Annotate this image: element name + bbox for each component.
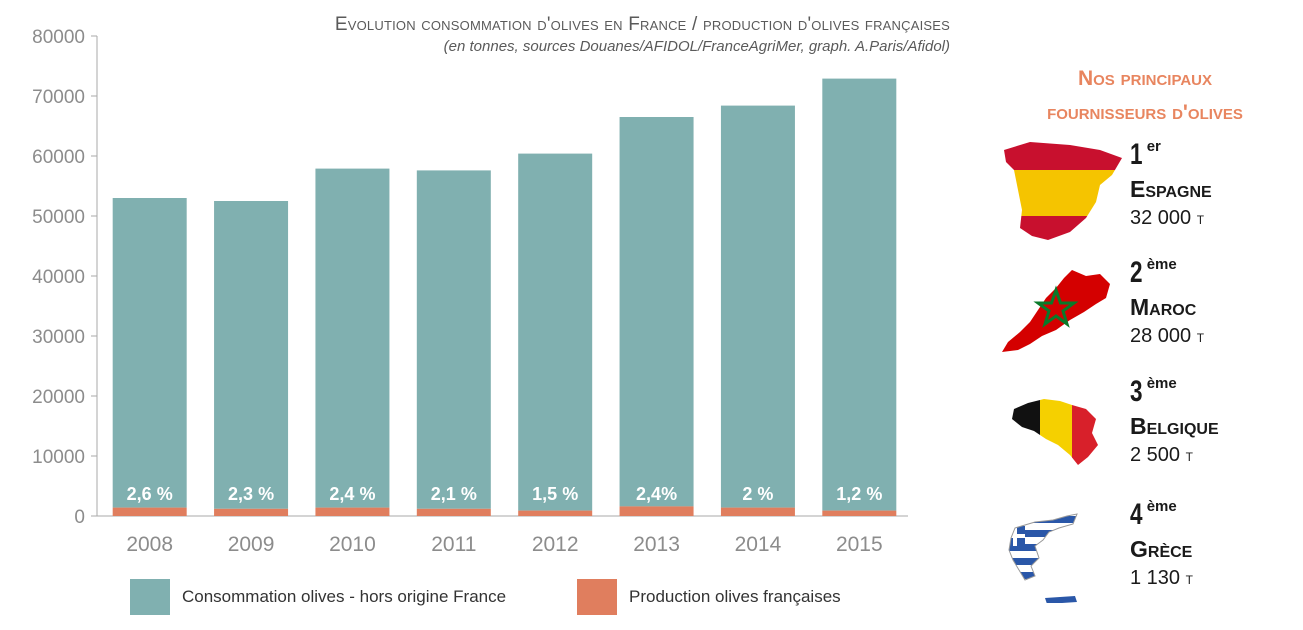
supplier-4-amount: 1 130	[1130, 567, 1181, 589]
supplier-1-rank-suffix: er	[1146, 138, 1161, 155]
bar-production	[416, 508, 491, 516]
supplier-3: 3 ème Belgique 2 500 t	[1130, 375, 1219, 467]
x-tick-label: 2009	[228, 533, 275, 556]
morocco-flag-map-icon	[1002, 270, 1110, 352]
supplier-3-country: Belgique	[1130, 413, 1219, 439]
suppliers-title: Nos principaux fournisseurs d'olives	[1000, 62, 1290, 130]
legend-item-consumption: Consommation olives - hors origine Franc…	[130, 579, 506, 615]
y-tick-label: 10000	[32, 447, 85, 468]
chart-title: Evolution consommation d'olives en Franc…	[334, 14, 950, 35]
bar-consumption	[619, 117, 694, 507]
bar-consumption	[720, 105, 795, 508]
bar-production	[518, 510, 593, 516]
supplier-4-unit: t	[1185, 569, 1193, 588]
data-label: 2,3 %	[228, 484, 274, 504]
supplier-2-amount: 28 000	[1130, 325, 1192, 347]
data-label: 2,4%	[636, 484, 677, 504]
greece-flag-map-icon	[1008, 513, 1078, 604]
spain-flag-map-icon	[1004, 142, 1122, 240]
bar-production	[619, 506, 694, 516]
bar-consumption	[822, 78, 897, 511]
suppliers-title-line2: fournisseurs d'olives	[1047, 101, 1243, 124]
legend-swatch-production	[577, 579, 617, 615]
supplier-3-rank-suffix: ème	[1146, 375, 1177, 392]
x-tick-label: 2012	[532, 533, 579, 556]
legend-label-production: Production olives françaises	[629, 587, 841, 606]
bar-production	[214, 508, 289, 516]
x-tick-label: 2010	[329, 533, 376, 556]
legend-item-production: Production olives françaises	[577, 579, 841, 615]
data-label: 2,1 %	[431, 484, 477, 504]
y-tick-label: 80000	[32, 27, 85, 48]
y-tick-label: 50000	[32, 207, 85, 228]
supplier-2-rank: 2	[1130, 256, 1143, 289]
bar-production	[720, 507, 795, 516]
supplier-4: 4 ème Grèce 1 130 t	[1130, 498, 1193, 590]
y-tick-label: 30000	[32, 327, 85, 348]
data-label: 2,6 %	[127, 484, 173, 504]
supplier-1-amount: 32 000	[1130, 207, 1192, 229]
y-tick-label: 60000	[32, 147, 85, 168]
supplier-1-unit: t	[1196, 209, 1205, 228]
supplier-1: 1 er Espagne 32 000 t	[1130, 138, 1212, 230]
x-tick-label: 2011	[431, 533, 476, 556]
x-tick-label: 2008	[126, 533, 173, 556]
supplier-4-rank-suffix: ème	[1146, 498, 1177, 515]
y-tick-label: 40000	[32, 267, 85, 288]
supplier-2-amount-row: 28 000 t	[1130, 325, 1204, 348]
belgium-flag-map-icon	[1012, 399, 1098, 465]
bar-consumption	[518, 153, 593, 511]
bar-chart: 0 10000 20000 30000 40000 50000 60000 70000 8000…	[32, 27, 908, 556]
supplier-4-country: Grèce	[1130, 536, 1193, 562]
supplier-1-rank: 1	[1130, 138, 1143, 171]
data-label: 2,4 %	[329, 484, 375, 504]
supplier-3-amount: 2 500	[1130, 444, 1181, 466]
bar-production	[112, 507, 187, 516]
legend-label-consumption: Consommation olives - hors origine Franc…	[182, 587, 507, 606]
supplier-2-unit: t	[1196, 327, 1205, 346]
data-label: 1,5 %	[532, 484, 578, 504]
supplier-2-country: Maroc	[1130, 294, 1197, 320]
x-tick-label: 2013	[633, 533, 680, 556]
y-tick-label: 0	[74, 507, 85, 528]
y-tick-label: 70000	[32, 87, 85, 108]
bar-consumption	[315, 168, 390, 508]
bar-production	[822, 510, 897, 516]
y-tick-label: 20000	[32, 387, 85, 408]
supplier-1-country: Espagne	[1130, 176, 1212, 202]
x-tick-label: 2015	[836, 533, 883, 556]
legend-swatch-consumption	[130, 579, 170, 615]
bar-production	[315, 507, 390, 516]
bar-consumption	[416, 170, 491, 509]
bar-consumption	[112, 198, 187, 508]
data-label: 2 %	[742, 484, 773, 504]
data-label: 1,2 %	[836, 484, 882, 504]
supplier-4-amount-row: 1 130 t	[1130, 567, 1193, 590]
chart-subtitle: (en tonnes, sources Douanes/AFIDOL/Franc…	[443, 38, 950, 55]
suppliers-title-line1: Nos principaux	[1077, 67, 1213, 90]
bar-consumption	[214, 201, 289, 509]
supplier-3-amount-row: 2 500 t	[1130, 444, 1219, 467]
supplier-2-rank-suffix: ème	[1146, 256, 1177, 273]
supplier-3-rank: 3	[1130, 375, 1143, 408]
supplier-1-amount-row: 32 000 t	[1130, 207, 1212, 230]
x-tick-label: 2014	[735, 533, 782, 556]
supplier-4-rank: 4	[1130, 498, 1143, 531]
supplier-2: 2 ème Maroc 28 000 t	[1130, 256, 1204, 348]
supplier-3-unit: t	[1185, 446, 1193, 465]
